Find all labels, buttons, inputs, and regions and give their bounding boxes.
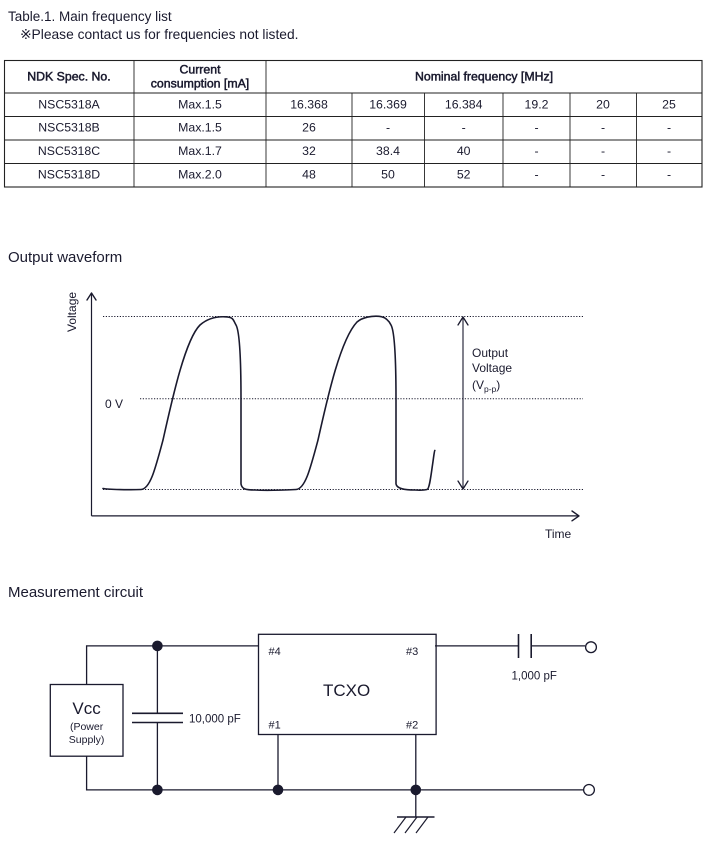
svg-text:TCXO: TCXO bbox=[323, 681, 370, 700]
svg-text:-: - bbox=[534, 168, 538, 182]
svg-text:20: 20 bbox=[596, 98, 610, 112]
svg-text:NDK Spec. No.: NDK Spec. No. bbox=[27, 70, 110, 84]
svg-text:consumption [mA]: consumption [mA] bbox=[151, 77, 249, 91]
svg-text:-: - bbox=[462, 121, 466, 135]
svg-text:-: - bbox=[534, 121, 538, 135]
svg-text:-: - bbox=[667, 168, 671, 182]
svg-text:0 V: 0 V bbox=[105, 397, 123, 411]
svg-text:Max.2.0: Max.2.0 bbox=[178, 168, 222, 182]
svg-text:Nominal frequency [MHz]: Nominal frequency [MHz] bbox=[415, 70, 553, 84]
svg-text:Voltage: Voltage bbox=[472, 361, 512, 375]
svg-text:Measurement circuit: Measurement circuit bbox=[8, 584, 144, 601]
svg-text:Max.1.7: Max.1.7 bbox=[178, 144, 222, 158]
svg-text:26: 26 bbox=[302, 121, 316, 135]
svg-text:※Please contact us for frequen: ※Please contact us for frequencies not l… bbox=[20, 27, 298, 42]
svg-text:-: - bbox=[601, 168, 605, 182]
svg-text:16.384: 16.384 bbox=[445, 98, 483, 112]
svg-text:10,000 pF: 10,000 pF bbox=[189, 714, 241, 726]
svg-text:Current: Current bbox=[179, 63, 221, 77]
svg-text:#4: #4 bbox=[269, 646, 281, 658]
svg-text:#1: #1 bbox=[269, 720, 281, 732]
svg-text:16.368: 16.368 bbox=[290, 98, 328, 112]
svg-text:50: 50 bbox=[381, 168, 395, 182]
svg-text:Output waveform: Output waveform bbox=[8, 249, 122, 266]
svg-text:1,000 pF: 1,000 pF bbox=[512, 671, 557, 683]
svg-text:-: - bbox=[534, 144, 538, 158]
svg-text:16.369: 16.369 bbox=[369, 98, 407, 112]
svg-text:NSC5318C: NSC5318C bbox=[38, 144, 100, 158]
svg-text:52: 52 bbox=[457, 168, 471, 182]
svg-text:Time: Time bbox=[545, 527, 572, 541]
svg-text:NSC5318B: NSC5318B bbox=[38, 121, 100, 135]
svg-text:32: 32 bbox=[302, 144, 316, 158]
svg-text:#2: #2 bbox=[406, 720, 418, 732]
svg-text:(Power: (Power bbox=[70, 721, 104, 733]
svg-text:NSC5318D: NSC5318D bbox=[38, 168, 100, 182]
svg-text:25: 25 bbox=[662, 98, 676, 112]
svg-text:38.4: 38.4 bbox=[376, 144, 400, 158]
svg-text:-: - bbox=[386, 121, 390, 135]
svg-text:Output: Output bbox=[472, 346, 509, 360]
svg-text:(Vp-p): (Vp-p) bbox=[472, 378, 500, 394]
svg-text:#3: #3 bbox=[406, 646, 418, 658]
svg-text:Table.1. Main frequency list: Table.1. Main frequency list bbox=[8, 9, 172, 24]
svg-text:Vcc: Vcc bbox=[72, 699, 101, 718]
svg-text:-: - bbox=[601, 144, 605, 158]
svg-text:19.2: 19.2 bbox=[525, 98, 549, 112]
svg-text:NSC5318A: NSC5318A bbox=[38, 98, 100, 112]
svg-text:40: 40 bbox=[457, 144, 471, 158]
svg-text:Voltage: Voltage bbox=[65, 292, 79, 332]
svg-text:Supply): Supply) bbox=[69, 734, 105, 746]
svg-text:-: - bbox=[601, 121, 605, 135]
svg-text:-: - bbox=[667, 121, 671, 135]
svg-text:48: 48 bbox=[302, 168, 316, 182]
svg-text:Max.1.5: Max.1.5 bbox=[178, 121, 222, 135]
svg-text:Max.1.5: Max.1.5 bbox=[178, 98, 222, 112]
svg-text:-: - bbox=[667, 144, 671, 158]
